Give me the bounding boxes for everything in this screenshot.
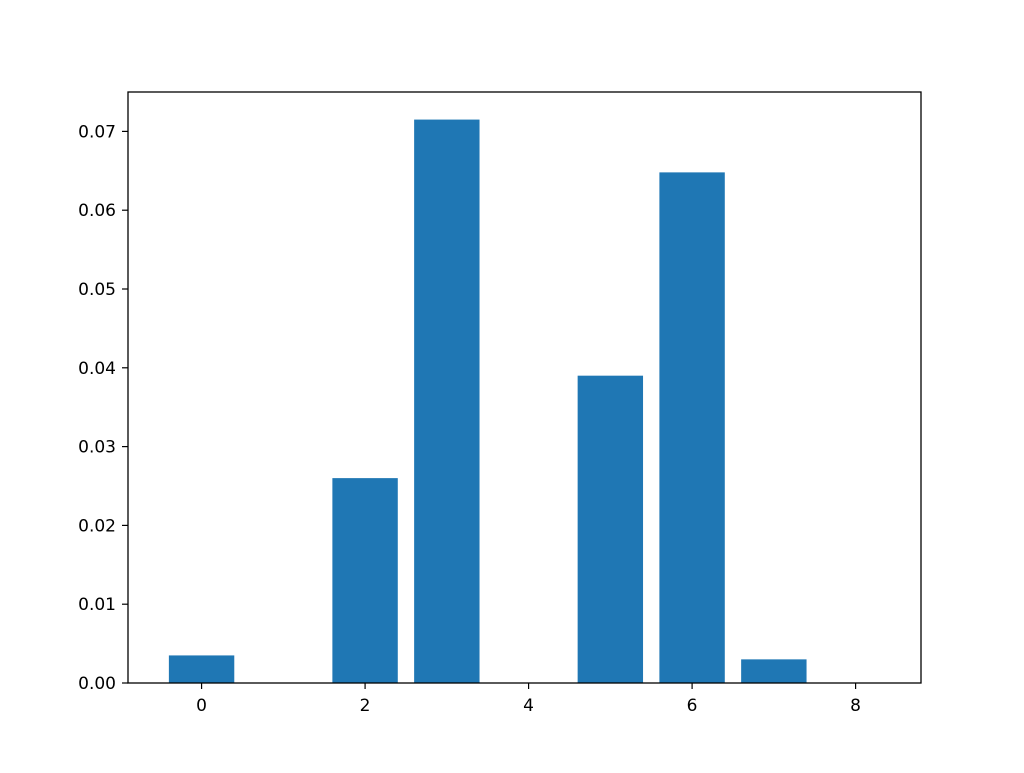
bar-2: [332, 478, 398, 683]
bar-7: [741, 659, 807, 683]
bar-0: [168, 655, 235, 683]
bar-6: [659, 172, 725, 683]
bars-group: [168, 119, 807, 683]
x-axis: 0 2 4 6 8: [196, 683, 861, 716]
y-tick-label: 0.01: [78, 595, 116, 615]
x-tick-label: 2: [360, 696, 371, 716]
y-tick-label: 0.06: [78, 201, 116, 221]
plot-frame: [127, 91, 922, 684]
x-tick-label: 8: [850, 696, 861, 716]
x-tick-label: 0: [196, 696, 207, 716]
y-tick-label: 0.07: [78, 122, 116, 142]
x-tick-label: 6: [687, 696, 698, 716]
y-tick-label: 0.05: [78, 280, 116, 300]
y-tick-label: 0.03: [78, 438, 116, 458]
y-tick-label: 0.04: [78, 359, 116, 379]
x-tick-label: 4: [523, 696, 534, 716]
y-axis: 0.00 0.01 0.02 0.03 0.04 0.05 0.06 0.07: [78, 122, 128, 694]
y-tick-label: 0.02: [78, 516, 116, 536]
bar-5: [577, 375, 644, 683]
bar-3: [414, 119, 480, 683]
y-tick-label: 0.00: [78, 674, 116, 694]
